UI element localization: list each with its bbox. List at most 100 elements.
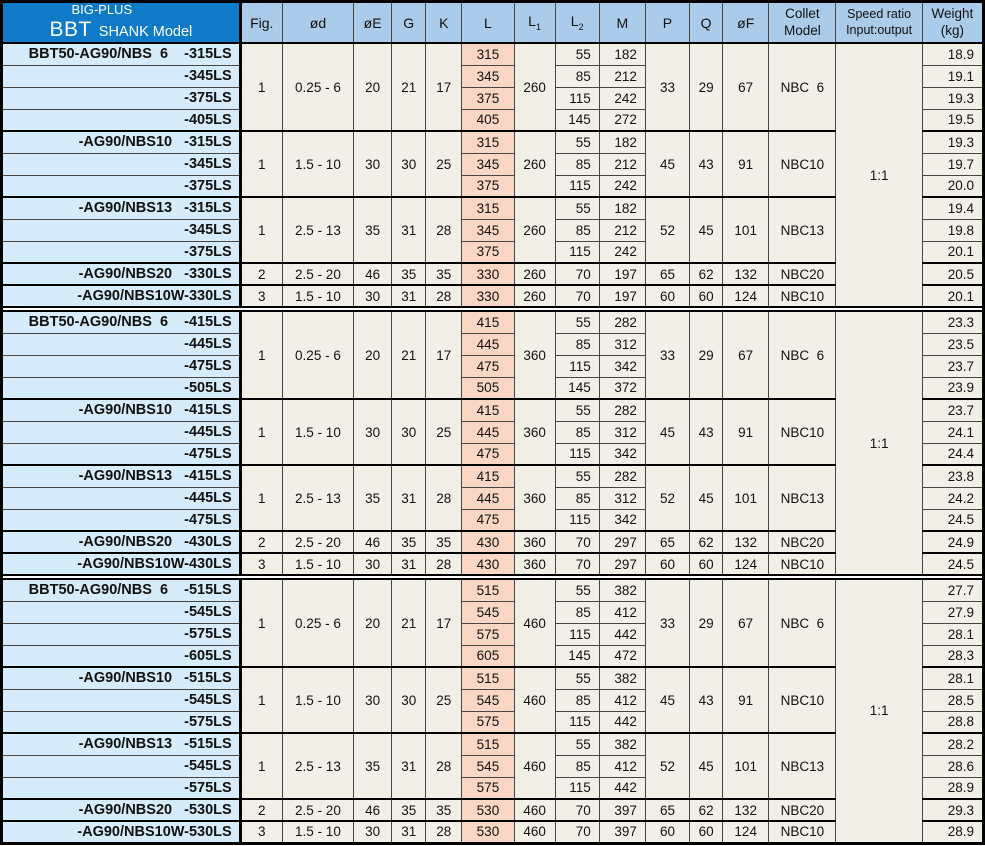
col-header-diameter-e: øE bbox=[353, 1, 393, 45]
table-row: -AG90/NBS10W-330LS 3 1.5 - 10 30 31 28 330 260 7… bbox=[1, 284, 985, 308]
l2-cell: 70 bbox=[554, 262, 600, 286]
l2-cell: 55 bbox=[554, 732, 600, 756]
weight-cell: 24.2 bbox=[921, 486, 985, 510]
model-cell: -AG90/NBS20 -330LS bbox=[1, 262, 242, 286]
diameter-e-cell: 46 bbox=[353, 262, 393, 286]
shank-model-label: BBT SHANK Model bbox=[49, 18, 192, 42]
model-cell: -445LS bbox=[1, 332, 242, 356]
weight-cell: 28.1 bbox=[921, 666, 985, 690]
l2-cell: 85 bbox=[554, 218, 600, 242]
collet-model-cell: NBC20 bbox=[768, 530, 837, 554]
collet-model-cell: NBC20 bbox=[768, 798, 837, 822]
title-block: BIG-PLUS BBT SHANK Model bbox=[49, 2, 192, 42]
diameter-d-cell: 2.5 - 13 bbox=[281, 196, 355, 264]
model-cell: -AG90/NBS13 -415LS bbox=[1, 464, 242, 488]
col-header-fig: Fig. bbox=[239, 1, 283, 45]
m-cell: 397 bbox=[598, 798, 646, 822]
m-cell: 397 bbox=[598, 820, 646, 844]
m-cell: 297 bbox=[598, 552, 646, 576]
g-cell: 31 bbox=[391, 284, 427, 308]
collet-model-cell: NBC10 bbox=[768, 284, 837, 308]
fig-cell: 1 bbox=[239, 42, 283, 132]
section-divider bbox=[1, 574, 984, 581]
weight-cell: 19.1 bbox=[921, 64, 985, 88]
k-cell: 28 bbox=[425, 464, 463, 532]
m-cell: 382 bbox=[598, 732, 646, 756]
diameter-e-cell: 30 bbox=[353, 130, 393, 198]
l-cell: 545 bbox=[461, 754, 515, 778]
g-cell: 31 bbox=[391, 732, 427, 800]
l-cell: 475 bbox=[461, 354, 515, 378]
l2-cell: 70 bbox=[554, 530, 600, 554]
l-cell: 415 bbox=[461, 310, 515, 334]
q-cell: 29 bbox=[689, 578, 724, 668]
l2-cell: 115 bbox=[554, 710, 600, 734]
q-cell: 62 bbox=[689, 530, 724, 554]
l1-subscript: 1 bbox=[535, 21, 541, 32]
fig-cell: 3 bbox=[239, 284, 283, 308]
diameter-e-cell: 20 bbox=[353, 310, 393, 400]
l-cell: 575 bbox=[461, 622, 515, 646]
shank-suffix-label: SHANK Model bbox=[98, 23, 193, 40]
collet-model-cell: NBC 6 bbox=[768, 310, 837, 400]
l-cell: 375 bbox=[461, 86, 515, 110]
l2-cell: 115 bbox=[554, 240, 600, 264]
l2-cell: 115 bbox=[554, 776, 600, 800]
weight-cell: 23.8 bbox=[921, 464, 985, 488]
l-cell: 475 bbox=[461, 508, 515, 532]
q-cell: 60 bbox=[689, 284, 724, 308]
model-cell: -575LS bbox=[1, 622, 242, 646]
model-cell: -AG90/NBS10W-530LS bbox=[1, 820, 242, 844]
l-cell: 515 bbox=[461, 666, 515, 690]
table-row: -345LS 345 85 212 19.1 bbox=[1, 64, 985, 88]
m-cell: 282 bbox=[598, 464, 646, 488]
l2-cell: 85 bbox=[554, 420, 600, 444]
l-cell: 530 bbox=[461, 820, 515, 844]
table-row: -405LS 405 145 272 19.5 bbox=[1, 108, 985, 132]
g-cell: 30 bbox=[391, 666, 427, 734]
collet-model-cell: NBC13 bbox=[768, 464, 837, 532]
m-cell: 197 bbox=[598, 262, 646, 286]
diameter-e-cell: 35 bbox=[353, 196, 393, 264]
diameter-d-cell: 2.5 - 20 bbox=[281, 262, 355, 286]
q-cell: 29 bbox=[689, 310, 724, 400]
weight-cell: 20.5 bbox=[921, 262, 985, 286]
diameter-e-cell: 46 bbox=[353, 798, 393, 822]
collet-model-cell: NBC 6 bbox=[768, 578, 837, 668]
l2-cell: 115 bbox=[554, 622, 600, 646]
table-row: -475LS 475 115 342 23.7 bbox=[1, 354, 985, 378]
diameter-d-cell: 2.5 - 20 bbox=[281, 798, 355, 822]
k-cell: 25 bbox=[425, 666, 463, 734]
q-cell: 43 bbox=[689, 130, 724, 198]
diameter-e-cell: 30 bbox=[353, 820, 393, 844]
collet-model-cell: NBC10 bbox=[768, 130, 837, 198]
diameter-e-cell: 30 bbox=[353, 284, 393, 308]
table-row: BBT50-AG90/NBS 6 -315LS 1 0.25 - 6 20 21 17 31… bbox=[1, 42, 985, 308]
l2-cell: 70 bbox=[554, 798, 600, 822]
col-header-k: K bbox=[425, 1, 463, 45]
diameter-d-cell: 0.25 - 6 bbox=[281, 578, 355, 668]
l2-cell: 145 bbox=[554, 108, 600, 132]
table-row: BBT50-AG90/NBS 6 -415LS 1 0.25 - 6 20 21 17 41… bbox=[1, 310, 985, 576]
k-cell: 28 bbox=[425, 196, 463, 264]
l-cell: 575 bbox=[461, 776, 515, 800]
k-cell: 35 bbox=[425, 262, 463, 286]
l-cell: 475 bbox=[461, 442, 515, 466]
diameter-d-cell: 1.5 - 10 bbox=[281, 130, 355, 198]
weight-cell: 20.1 bbox=[921, 240, 985, 264]
weight-cell: 28.1 bbox=[921, 622, 985, 646]
diameter-d-cell: 2.5 - 20 bbox=[281, 530, 355, 554]
l2-cell: 115 bbox=[554, 354, 600, 378]
collet-header-line2: Model bbox=[783, 22, 821, 38]
diameter-f-cell: 91 bbox=[722, 398, 770, 466]
table-row: -AG90/NBS13 -515LS 1 2.5 - 13 35 31 28 515 460 5… bbox=[1, 732, 985, 800]
weight-cell: 28.3 bbox=[921, 644, 985, 668]
l1-cell: 460 bbox=[513, 820, 556, 844]
model-cell: -475LS bbox=[1, 354, 242, 378]
model-cell: -575LS bbox=[1, 710, 242, 734]
m-cell: 212 bbox=[598, 152, 646, 176]
m-cell: 242 bbox=[598, 86, 646, 110]
model-cell: BBT50-AG90/NBS 6 -415LS bbox=[1, 310, 242, 334]
fig-cell: 2 bbox=[239, 530, 283, 554]
l-cell: 445 bbox=[461, 420, 515, 444]
